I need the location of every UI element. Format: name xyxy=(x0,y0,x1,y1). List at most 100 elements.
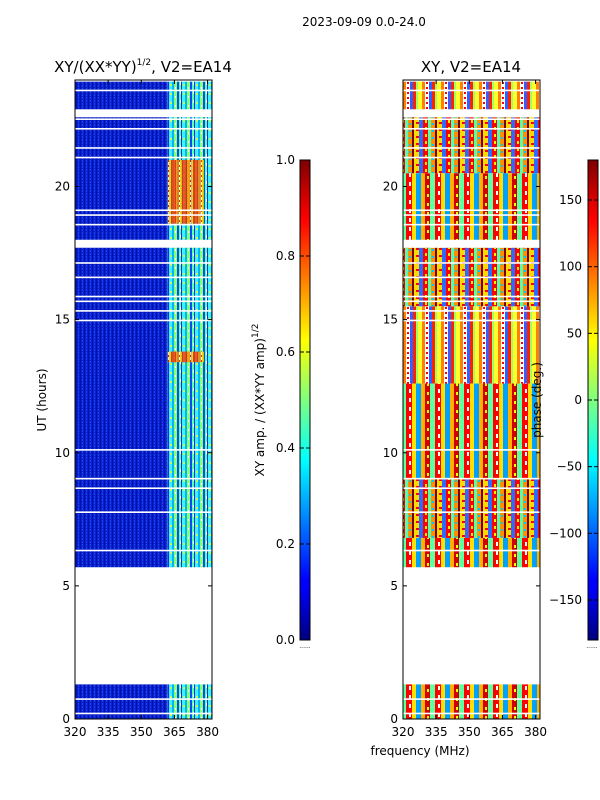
phase-cells-region-2 xyxy=(403,383,540,480)
amp-xtick-label-0: 320 xyxy=(64,725,87,739)
amp-flag-line-15 xyxy=(75,223,212,226)
phase-flag-line-15 xyxy=(403,223,540,226)
amp-hot-region-0 xyxy=(167,351,204,363)
phase-flag-line-4 xyxy=(403,549,540,552)
phase-xtick-label-3: 365 xyxy=(491,725,514,739)
phase-flag-line-19 xyxy=(403,147,540,149)
amp-flag-line-18 xyxy=(75,156,212,159)
amp-flag-line-10 xyxy=(75,310,212,312)
x-axis-label: frequency (MHz) xyxy=(370,744,469,758)
amp-flag-line-9 xyxy=(75,319,212,322)
phase-flag-line-6 xyxy=(403,487,540,490)
phase-colorbar: −150 −100 −50 0 50 100 150 xyxy=(549,159,599,641)
amp-hot-region-1 xyxy=(167,159,204,224)
phase-flag-line-13 xyxy=(403,276,540,279)
amp-title-rest: , V2=EA14 xyxy=(151,58,232,76)
phase-flag-line-20 xyxy=(403,127,540,130)
amp-ytick-label-0: 0 xyxy=(62,712,70,726)
amp-flag-line-6 xyxy=(75,487,212,490)
amp-heatmap-panel: 320 335 350 365 380 0 5 10 15 20 xyxy=(55,79,219,739)
phase-flag-line-11 xyxy=(403,300,540,303)
phase-flag-line-22 xyxy=(403,89,540,92)
phase-flag-line-0 xyxy=(403,712,540,715)
amp-colorbar-tick-label-2: 0.4 xyxy=(276,441,295,455)
phase-colorbar-tick-label-0: −150 xyxy=(549,593,582,607)
amp-colorbar-label: XY amp. / (XX*YY amp)1/2 xyxy=(251,324,267,477)
amp-ytick-label-3: 15 xyxy=(55,313,70,327)
amp-no-data-2 xyxy=(75,109,212,118)
amp-flag-line-21 xyxy=(75,118,212,121)
amp-colorbar-gradient xyxy=(299,159,311,641)
amp-ytick-label-1: 5 xyxy=(62,579,70,593)
phase-no-data-1 xyxy=(403,239,540,248)
phase-colorbar-tick-label-6: 150 xyxy=(559,193,582,207)
phase-xtick-label-2: 350 xyxy=(458,725,481,739)
phase-flag-line-12 xyxy=(403,295,540,298)
amp-title-main: XY/(XX*YY) xyxy=(54,58,137,76)
amp-flag-line-8 xyxy=(75,449,212,451)
phase-ytick-label-3: 15 xyxy=(383,313,398,327)
phase-flag-line-16 xyxy=(403,214,540,216)
amp-colorbar-tick-label-4: 0.8 xyxy=(276,249,295,263)
phase-cells-region-1 xyxy=(403,479,540,538)
amp-flag-line-14 xyxy=(75,262,212,264)
phase-ytick-label-2: 10 xyxy=(383,446,398,460)
phase-flag-line-1 xyxy=(403,698,540,700)
phase-colorbar-tick-label-1: −100 xyxy=(549,526,582,540)
phase-xtick-label-4: 380 xyxy=(524,725,547,739)
amp-flag-line-16 xyxy=(75,214,212,216)
phase-colorbar-label: phase (deg.) xyxy=(530,362,544,438)
phase-cells-region-3 xyxy=(403,306,540,384)
phase-flag-line-14 xyxy=(403,262,540,264)
phase-heatmap-panel: 320 335 350 365 380 0 5 10 15 20 xyxy=(383,79,547,739)
amp-xtick-label-2: 350 xyxy=(130,725,153,739)
amp-ytick-label-4: 20 xyxy=(55,180,70,194)
amp-flag-line-13 xyxy=(75,276,212,279)
amp-xtick-label-1: 335 xyxy=(97,725,120,739)
phase-flag-line-23 xyxy=(403,80,540,82)
phase-ytick-label-4: 20 xyxy=(383,180,398,194)
phase-no-data-2 xyxy=(403,109,540,118)
amp-flag-line-11 xyxy=(75,300,212,303)
amp-xtick-label-3: 365 xyxy=(163,725,186,739)
amp-flag-line-7 xyxy=(75,477,212,480)
phase-no-data-0 xyxy=(403,567,540,685)
phase-colorbar-tick-label-2: −50 xyxy=(557,460,582,474)
amp-no-data-1 xyxy=(75,239,212,248)
amp-flag-line-1 xyxy=(75,698,212,700)
amp-colorbar-offset: ...... xyxy=(299,643,311,650)
amp-colorbar-label-main: XY amp. / (XX*YY amp) xyxy=(253,338,267,476)
amp-colorbar: 0.0 0.2 0.4 0.6 0.8 1.0 xyxy=(276,153,311,647)
phase-flag-line-9 xyxy=(403,319,540,322)
phase-ytick-label-1: 5 xyxy=(390,579,398,593)
phase-cells-region-6 xyxy=(403,117,540,174)
phase-xtick-label-0: 320 xyxy=(392,725,415,739)
amp-flag-line-17 xyxy=(75,209,212,212)
phase-flag-line-21 xyxy=(403,118,540,121)
amp-colorbar-tick-label-3: 0.6 xyxy=(276,345,295,359)
phase-xtick-label-1: 335 xyxy=(425,725,448,739)
phase-colorbar-tick-label-3: 0 xyxy=(574,393,582,407)
phase-flag-line-8 xyxy=(403,449,540,451)
y-axis-label: UT (hours) xyxy=(35,368,49,431)
amp-flag-line-0 xyxy=(75,712,212,715)
amp-flag-line-20 xyxy=(75,127,212,130)
amp-flag-line-19 xyxy=(75,147,212,149)
amp-panel-title: XY/(XX*YY)1/2, V2=EA14 xyxy=(54,58,232,76)
amp-colorbar-label-sup: 1/2 xyxy=(251,324,261,338)
amp-title-sup: 1/2 xyxy=(137,58,151,68)
phase-flag-line-17 xyxy=(403,209,540,212)
phase-panel-title: XY, V2=EA14 xyxy=(421,58,521,76)
phase-ytick-label-0: 0 xyxy=(390,712,398,726)
amp-flag-line-12 xyxy=(75,295,212,298)
phase-colorbar-tick-label-5: 100 xyxy=(559,260,582,274)
phase-flag-line-10 xyxy=(403,310,540,312)
amp-colorbar-tick-label-5: 1.0 xyxy=(276,153,295,167)
amp-ytick-label-2: 10 xyxy=(55,446,70,460)
phase-flag-line-7 xyxy=(403,477,540,480)
phase-axes-frame xyxy=(402,79,541,720)
amp-axes-frame xyxy=(74,79,213,720)
phase-colorbar-tick-label-4: 50 xyxy=(567,326,582,340)
amp-flag-line-23 xyxy=(75,80,212,82)
